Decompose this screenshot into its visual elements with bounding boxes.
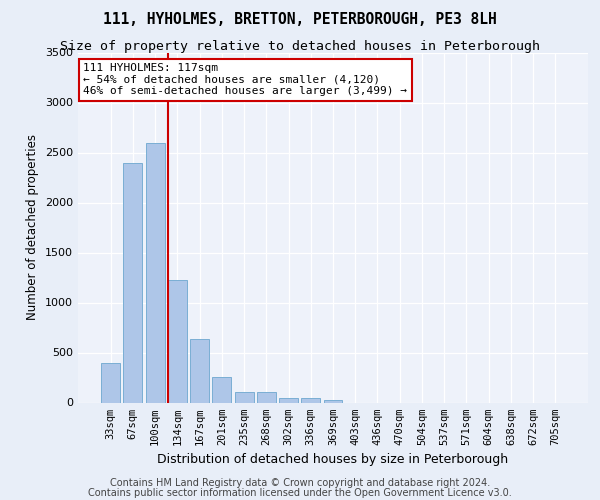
Bar	[124, 162, 142, 402]
Bar	[101, 362, 120, 403]
Bar	[257, 392, 276, 402]
X-axis label: Distribution of detached houses by size in Peterborough: Distribution of detached houses by size …	[157, 453, 509, 466]
Bar	[146, 142, 164, 402]
Bar	[212, 376, 231, 402]
Bar	[301, 398, 320, 402]
Text: 111, HYHOLMES, BRETTON, PETERBOROUGH, PE3 8LH: 111, HYHOLMES, BRETTON, PETERBOROUGH, PE…	[103, 12, 497, 28]
Y-axis label: Number of detached properties: Number of detached properties	[26, 134, 40, 320]
Bar	[168, 280, 187, 402]
Bar	[279, 398, 298, 402]
Text: Size of property relative to detached houses in Peterborough: Size of property relative to detached ho…	[60, 40, 540, 53]
Bar	[190, 338, 209, 402]
Text: Contains HM Land Registry data © Crown copyright and database right 2024.: Contains HM Land Registry data © Crown c…	[110, 478, 490, 488]
Text: 111 HYHOLMES: 117sqm
← 54% of detached houses are smaller (4,120)
46% of semi-de: 111 HYHOLMES: 117sqm ← 54% of detached h…	[83, 63, 407, 96]
Bar	[323, 400, 343, 402]
Text: Contains public sector information licensed under the Open Government Licence v3: Contains public sector information licen…	[88, 488, 512, 498]
Bar	[235, 392, 254, 402]
